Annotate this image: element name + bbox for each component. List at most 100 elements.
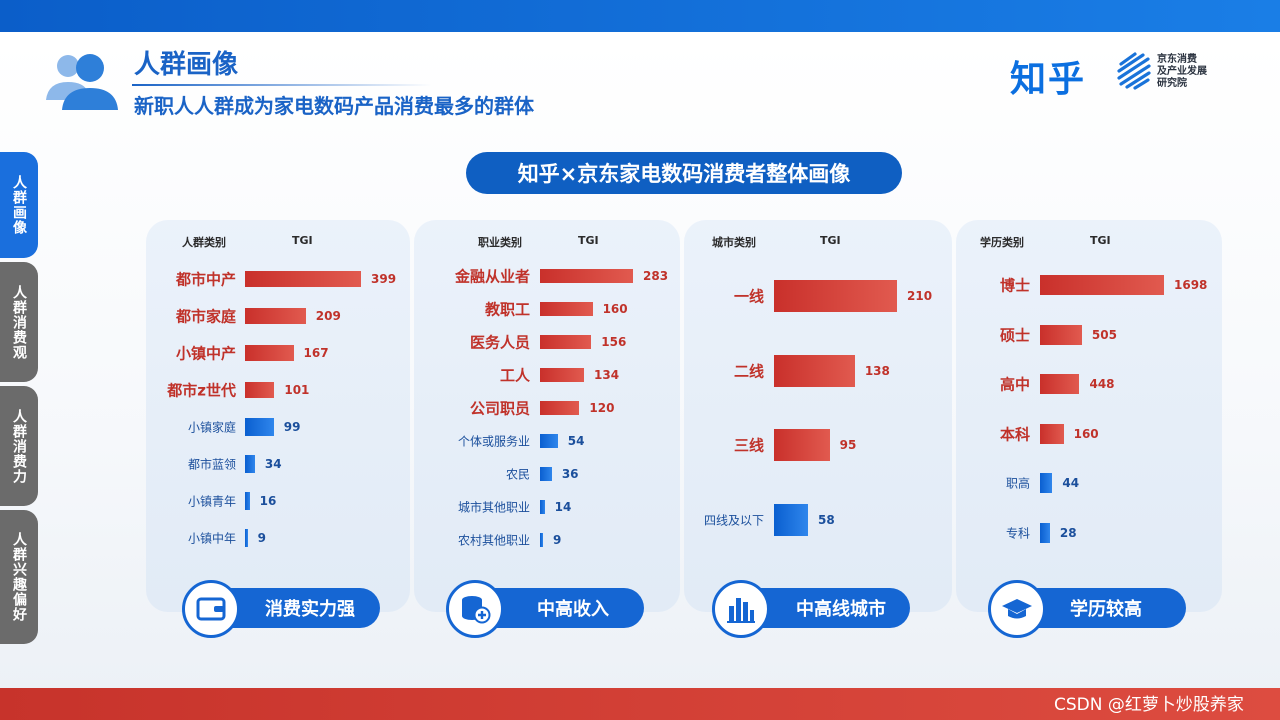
category-label: 个体或服务业 bbox=[457, 434, 530, 449]
people-icon bbox=[46, 54, 118, 110]
tgi-bar bbox=[774, 429, 830, 461]
category-label: 教职工 bbox=[484, 300, 530, 319]
category-label: 一线 bbox=[733, 287, 764, 306]
category-label: 本科 bbox=[999, 425, 1030, 443]
tgi-bar bbox=[245, 271, 361, 287]
graduation-cap-icon bbox=[988, 580, 1046, 638]
tgi-value: 54 bbox=[567, 434, 585, 448]
tgi-value: 448 bbox=[1089, 377, 1115, 391]
tgi-value: 36 bbox=[561, 467, 579, 481]
tgi-bar bbox=[1040, 275, 1164, 295]
tgi-value: 156 bbox=[601, 335, 627, 349]
tgi-value: 28 bbox=[1059, 525, 1077, 540]
category-label: 金融从业者 bbox=[454, 267, 530, 286]
tgi-bar bbox=[245, 345, 294, 361]
category-label: 都市中产 bbox=[175, 270, 236, 289]
title-underline bbox=[132, 84, 432, 86]
tgi-value: 283 bbox=[643, 269, 669, 283]
side-tab-interest-preference[interactable]: 人群兴趣偏好 bbox=[0, 510, 38, 644]
tgi-bar bbox=[774, 280, 897, 312]
jd-institute-logo-text: 京东消费 及产业发展 研究院 bbox=[1157, 54, 1207, 90]
tgi-value: 95 bbox=[839, 438, 857, 452]
city-tgi-header: TGI bbox=[820, 234, 841, 247]
category-label: 都市蓝领 bbox=[187, 457, 236, 472]
category-label: 职高 bbox=[1005, 476, 1030, 491]
tgi-value: 9 bbox=[257, 531, 266, 545]
tgi-value: 399 bbox=[371, 272, 397, 286]
tgi-bar bbox=[245, 382, 275, 398]
side-tab-label: 人群兴趣偏好 bbox=[11, 532, 27, 622]
page-subtitle: 新职人人群成为家电数码产品消费最多的群体 bbox=[134, 94, 534, 118]
category-label: 硕士 bbox=[999, 326, 1030, 344]
bottom-bar bbox=[0, 688, 1280, 720]
city-buildings-icon bbox=[712, 580, 770, 638]
coins-plus-icon bbox=[446, 580, 504, 638]
category-label: 四线及以下 bbox=[703, 513, 764, 527]
city-category-header: 城市类别 bbox=[712, 236, 756, 249]
tgi-bar bbox=[540, 302, 593, 316]
tgi-value: 101 bbox=[284, 383, 310, 397]
panel-occupation bbox=[414, 220, 680, 612]
tgi-bar bbox=[540, 500, 545, 514]
occupation-tgi-header: TGI bbox=[578, 234, 599, 247]
jd-logo-line-2: 及产业发展 bbox=[1157, 66, 1207, 77]
crowd-category-header: 人群类别 bbox=[182, 236, 226, 249]
tgi-value: 34 bbox=[264, 457, 282, 471]
education-tgi-header: TGI bbox=[1090, 234, 1111, 247]
page-title: 人群画像 bbox=[134, 50, 239, 80]
jd-institute-logo-mark bbox=[1117, 52, 1151, 90]
tgi-value: 210 bbox=[907, 289, 933, 303]
category-label: 都市z世代 bbox=[167, 381, 236, 400]
jd-logo-line-3: 研究院 bbox=[1157, 78, 1187, 89]
tgi-value: 160 bbox=[602, 302, 628, 316]
tgi-value: 160 bbox=[1073, 426, 1099, 441]
category-label: 农民 bbox=[505, 467, 530, 482]
tgi-value: 505 bbox=[1091, 327, 1117, 342]
tgi-bar bbox=[245, 308, 306, 324]
occupation-category-header: 职业类别 bbox=[478, 236, 522, 249]
category-label: 公司职员 bbox=[469, 399, 530, 418]
side-tab-consumption-view[interactable]: 人群消费观 bbox=[0, 262, 38, 382]
tgi-value: 14 bbox=[554, 500, 572, 514]
category-label: 小镇青年 bbox=[187, 494, 236, 509]
category-label: 高中 bbox=[999, 375, 1030, 394]
tgi-bar bbox=[540, 368, 585, 382]
side-tab-label: 人群消费力 bbox=[11, 408, 27, 484]
side-tab-label: 人群画像 bbox=[11, 175, 27, 235]
side-tab-consumption-power[interactable]: 人群消费力 bbox=[0, 386, 38, 506]
tgi-bar bbox=[540, 533, 543, 547]
tgi-value: 1698 bbox=[1174, 278, 1208, 292]
tgi-bar bbox=[774, 354, 855, 387]
tgi-bar bbox=[245, 529, 248, 547]
panel-city bbox=[684, 220, 952, 612]
tgi-value: 120 bbox=[589, 401, 615, 415]
tgi-value: 44 bbox=[1062, 476, 1080, 490]
category-label: 三线 bbox=[733, 436, 764, 455]
side-tab-label: 人群消费观 bbox=[11, 284, 27, 360]
category-label: 博士 bbox=[999, 276, 1030, 295]
tgi-value: 167 bbox=[303, 346, 329, 360]
jd-logo-line-1: 京东消费 bbox=[1157, 54, 1197, 65]
category-label: 专科 bbox=[1005, 526, 1030, 540]
wallet-icon bbox=[182, 580, 240, 638]
tgi-value: 134 bbox=[594, 368, 620, 382]
tgi-bar bbox=[245, 492, 250, 510]
category-label: 小镇中产 bbox=[175, 344, 236, 363]
tgi-bar bbox=[540, 269, 633, 283]
category-label: 城市其他职业 bbox=[457, 500, 530, 515]
tgi-bar bbox=[540, 467, 552, 481]
tgi-bar bbox=[774, 503, 808, 536]
tgi-bar bbox=[540, 401, 580, 415]
section-title-pill: 知乎×京东家电数码消费者整体画像 bbox=[466, 152, 902, 194]
tgi-bar bbox=[1040, 374, 1080, 394]
tgi-value: 9 bbox=[552, 533, 562, 547]
tgi-bar bbox=[540, 335, 592, 349]
category-label: 二线 bbox=[733, 362, 764, 380]
tgi-value: 138 bbox=[864, 363, 890, 378]
side-tab-crowd-portrait[interactable]: 人群画像 bbox=[0, 152, 38, 258]
category-label: 小镇家庭 bbox=[187, 420, 236, 435]
tgi-value: 99 bbox=[283, 420, 301, 434]
tgi-bar bbox=[1040, 522, 1050, 543]
tgi-bar bbox=[1040, 324, 1082, 345]
tgi-value: 209 bbox=[315, 309, 341, 323]
